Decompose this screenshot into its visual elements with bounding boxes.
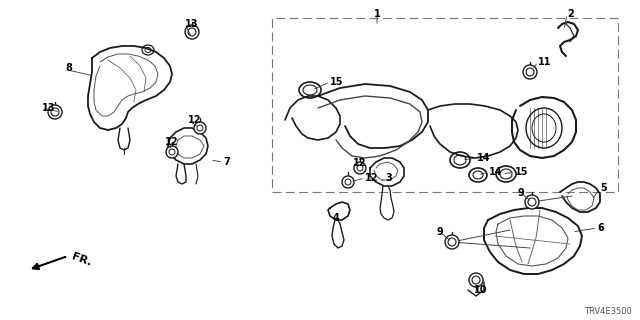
Text: 8: 8 <box>65 63 72 73</box>
Text: 7: 7 <box>223 157 230 167</box>
Text: 10: 10 <box>474 285 488 295</box>
Text: 3: 3 <box>385 173 392 183</box>
Text: 4: 4 <box>333 213 340 223</box>
Ellipse shape <box>166 146 178 158</box>
Text: 13: 13 <box>185 19 198 29</box>
Ellipse shape <box>523 65 537 79</box>
Ellipse shape <box>469 273 483 287</box>
Ellipse shape <box>185 25 199 39</box>
Text: 9: 9 <box>518 188 524 198</box>
Ellipse shape <box>342 176 354 188</box>
Text: 12: 12 <box>165 137 179 147</box>
Ellipse shape <box>445 235 459 249</box>
Text: FR.: FR. <box>70 252 93 268</box>
Text: 2: 2 <box>567 9 573 19</box>
Text: 5: 5 <box>600 183 607 193</box>
Ellipse shape <box>48 105 62 119</box>
Text: 11: 11 <box>538 57 552 67</box>
Ellipse shape <box>354 162 366 174</box>
Text: 15: 15 <box>515 167 529 177</box>
Text: 6: 6 <box>597 223 604 233</box>
Text: 1: 1 <box>374 9 380 19</box>
Text: 12: 12 <box>365 173 378 183</box>
Text: 12: 12 <box>353 158 367 168</box>
Ellipse shape <box>194 122 206 134</box>
Text: 9: 9 <box>436 227 444 237</box>
Text: 14: 14 <box>489 167 502 177</box>
Text: 14: 14 <box>477 153 490 163</box>
Ellipse shape <box>525 195 539 209</box>
Text: 12: 12 <box>188 115 202 125</box>
Text: 15: 15 <box>330 77 344 87</box>
Text: TRV4E3500: TRV4E3500 <box>584 308 632 316</box>
Text: 13: 13 <box>42 103 56 113</box>
Bar <box>272 18 618 192</box>
